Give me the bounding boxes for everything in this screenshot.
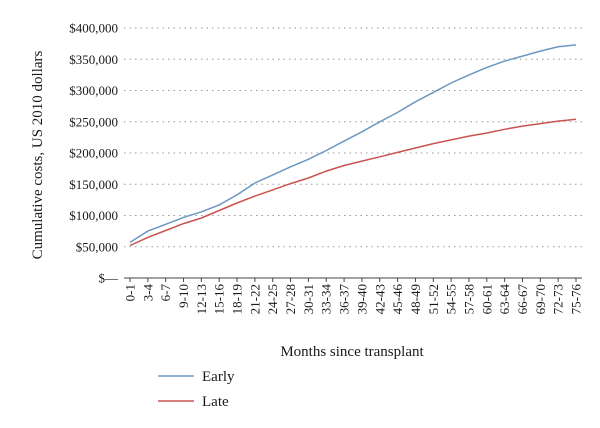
- legend-label-late: Late: [202, 394, 229, 410]
- y-axis-ticks: $— $50,000 $100,000 $150,000 $200,000 $250,00…: [69, 21, 119, 286]
- x-tick-label: 66-67: [515, 284, 530, 315]
- x-tick-label: 48-49: [408, 284, 423, 314]
- x-tick-label: 30-31: [301, 284, 316, 314]
- x-tick-label: 12-13: [194, 284, 209, 314]
- x-tick-label: 15-16: [212, 284, 227, 315]
- x-tick-label: 3-4: [140, 284, 155, 302]
- y-tick-label: $300,000: [69, 83, 118, 98]
- x-tick-label: 24-25: [265, 284, 280, 314]
- x-tick-label: 0-1: [123, 284, 138, 301]
- x-tick-label: 9-10: [176, 284, 191, 308]
- series-line-early: [129, 44, 577, 244]
- x-tick-label: 60-61: [479, 284, 494, 314]
- series-line-late: [129, 118, 577, 247]
- x-tick-label: 45-46: [390, 284, 405, 315]
- x-tick-label: 42-43: [372, 284, 387, 314]
- y-tick-label: $—: [99, 271, 120, 286]
- x-tick-label: 39-40: [354, 284, 369, 314]
- x-tick-label: 18-19: [230, 284, 245, 314]
- x-tick-label: 27-28: [283, 284, 298, 314]
- y-tick-label: $150,000: [69, 177, 118, 192]
- x-tick-label: 6-7: [158, 284, 173, 302]
- series-lines: [129, 44, 577, 247]
- legend-label-early: Early: [202, 369, 235, 385]
- y-tick-label: $250,000: [69, 114, 118, 129]
- y-tick-label: $100,000: [69, 208, 118, 223]
- x-tick-label: 72-73: [551, 284, 566, 314]
- x-tick-label: 51-52: [426, 284, 441, 314]
- y-tick-label: $200,000: [69, 146, 118, 161]
- x-axis-ticks: 0-1 3-4 6-7 9-10 12-13 15-16 18-19 21-22 24-25 27…: [123, 278, 584, 314]
- y-tick-label: $400,000: [69, 21, 118, 36]
- x-tick-label: 21-22: [247, 284, 262, 314]
- y-tick-label: $50,000: [76, 239, 118, 254]
- x-tick-label: 33-34: [319, 284, 334, 315]
- x-tick-label: 36-37: [337, 284, 352, 315]
- x-tick-label: 63-64: [497, 284, 512, 315]
- legend: Early Late: [158, 369, 235, 410]
- x-tick-label: 69-70: [533, 284, 548, 314]
- y-tick-label: $350,000: [69, 52, 118, 67]
- x-tick-label: 75-76: [569, 284, 584, 315]
- y-axis-title: Cumulative costs, US 2010 dollars: [30, 50, 46, 259]
- x-axis-title: Months since transplant: [280, 344, 424, 360]
- x-tick-label: 57-58: [461, 284, 476, 314]
- x-tick-label: 54-55: [444, 284, 459, 314]
